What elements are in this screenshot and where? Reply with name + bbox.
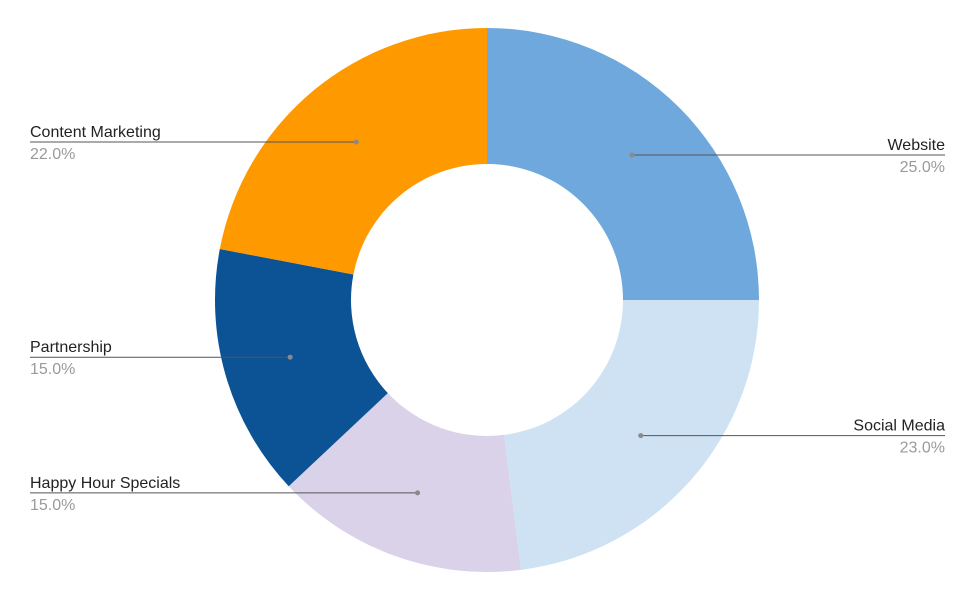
slice-labels: Website 25.0% Social Media 23.0% Happy Hour … [30, 124, 945, 514]
slice-label-website: Website [887, 137, 945, 154]
slice-value-content-marketing: 22.0% [30, 146, 75, 163]
leader-dot-content-marketing [353, 139, 359, 145]
slice-value-social-media: 23.0% [900, 440, 945, 457]
slice-label-happy-hour-specials: Happy Hour Specials [30, 475, 180, 492]
leader-dot-happy-hour-specials [415, 490, 421, 496]
slice-partnership[interactable] [215, 249, 388, 487]
leader-dot-social-media [638, 433, 644, 439]
leader-dot-partnership [287, 354, 293, 360]
slice-label-social-media: Social Media [853, 418, 945, 435]
donut-slices [215, 28, 759, 572]
slice-value-partnership: 15.0% [30, 361, 75, 378]
leader-dot-website [629, 152, 635, 158]
slice-social-media[interactable] [504, 300, 759, 570]
slice-website[interactable] [487, 28, 759, 300]
slice-happy-hour-specials[interactable] [288, 393, 522, 572]
slice-value-happy-hour-specials: 15.0% [30, 497, 75, 514]
slice-label-partnership: Partnership [30, 339, 112, 356]
slice-content-marketing[interactable] [219, 28, 487, 275]
slice-label-content-marketing: Content Marketing [30, 124, 161, 141]
slice-value-website: 25.0% [900, 159, 945, 176]
